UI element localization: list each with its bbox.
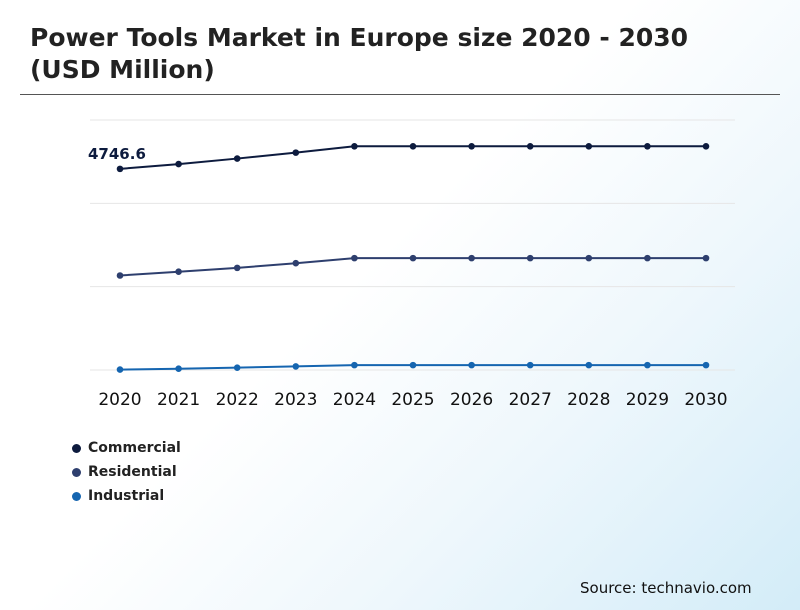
- data-point: [526, 254, 534, 262]
- data-point: [351, 361, 358, 369]
- x-tick-label: 2029: [626, 390, 669, 410]
- legend-marker: [72, 491, 81, 501]
- data-point: [644, 361, 651, 369]
- x-tick-label: 2030: [684, 390, 727, 410]
- legend-item-residential[interactable]: Residential: [72, 460, 181, 484]
- data-point: [116, 272, 124, 279]
- x-tick-label: 2024: [333, 390, 376, 410]
- data-point: [702, 142, 710, 150]
- data-point: [468, 254, 475, 262]
- legend-label: Industrial: [88, 488, 165, 504]
- data-point: [644, 142, 651, 150]
- x-tick-label: 2020: [98, 390, 141, 410]
- data-point: [116, 165, 124, 173]
- data-point: [702, 361, 710, 369]
- x-tick-label: 2023: [274, 390, 317, 410]
- x-tick-label: 2028: [567, 390, 610, 410]
- data-point: [468, 142, 475, 150]
- data-point: [409, 361, 417, 369]
- data-point: [116, 366, 124, 373]
- legend-label: Residential: [88, 464, 177, 480]
- legend: Commercial Residential Industrial: [72, 436, 181, 508]
- data-point: [233, 155, 241, 162]
- data-point: [351, 142, 358, 150]
- legend-label: Commercial: [88, 440, 181, 456]
- data-point: [175, 160, 182, 168]
- data-point: [644, 254, 651, 262]
- data-point: [351, 254, 358, 262]
- data-point: [292, 259, 300, 267]
- source-credit: Source: technavio.com: [580, 579, 752, 597]
- x-tick-label: 2025: [391, 390, 434, 410]
- data-point: [585, 254, 593, 262]
- data-point: [175, 365, 182, 373]
- legend-item-industrial[interactable]: Industrial: [72, 484, 181, 508]
- title-divider: [20, 94, 780, 95]
- data-point: [292, 363, 300, 370]
- x-tick-label: 2026: [450, 390, 493, 410]
- x-tick-label: 2027: [509, 390, 552, 410]
- data-point: [585, 142, 593, 150]
- legend-marker: [72, 443, 81, 453]
- legend-marker: [72, 467, 81, 477]
- x-tick-label: 2021: [157, 390, 200, 410]
- data-point: [702, 254, 710, 262]
- data-point: [175, 268, 182, 275]
- legend-item-commercial[interactable]: Commercial: [72, 436, 181, 460]
- data-label: 4746.6: [88, 145, 146, 163]
- data-point: [409, 254, 417, 262]
- data-point: [526, 142, 534, 150]
- data-point: [292, 149, 300, 156]
- x-tick-label: 2022: [216, 390, 259, 410]
- data-point: [233, 364, 241, 371]
- data-point: [468, 361, 475, 369]
- data-point: [233, 264, 241, 272]
- series-line: [119, 145, 706, 170]
- data-point: [409, 142, 417, 150]
- data-point: [585, 361, 593, 369]
- data-point: [526, 361, 534, 369]
- chart-title: Power Tools Market in Europe size 2020 -…: [30, 23, 689, 84]
